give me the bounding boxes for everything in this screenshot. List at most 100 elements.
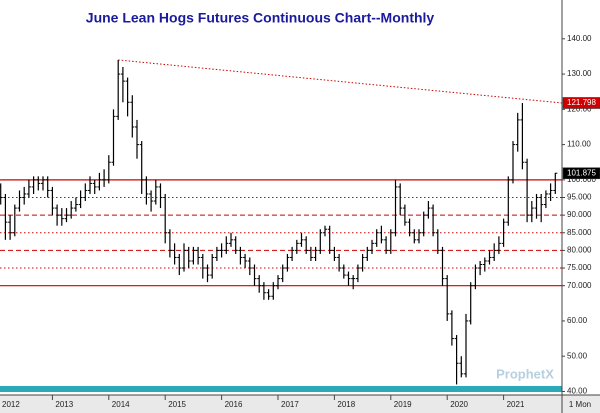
ohlc-bar [384,236,389,254]
y-tick-label: 95.000 [567,193,592,202]
ohlc-bar [59,208,64,226]
ohlc-bar [407,218,412,237]
ohlc-bar [55,204,60,226]
x-tick-label: 2018 [337,400,355,409]
ohlc-bar [88,176,92,194]
ohlc-bar [332,246,337,261]
ohlc-bar [12,204,17,237]
x-axis-band [0,395,600,413]
y-tick-label: 75.000 [567,263,592,272]
y-tick-label: 100.000 [567,175,596,184]
ohlc-bar [360,253,365,272]
ohlc-bar [318,229,323,254]
ohlc-bar [327,225,332,254]
ohlc-bar [543,190,548,209]
y-tick-label: 120.00 [567,104,592,113]
ohlc-bar [186,246,191,269]
ohlc-bar [355,264,360,283]
ohlc-bar [50,186,55,216]
x-tick-label: 2013 [55,400,73,409]
ohlc-bar [31,176,36,194]
ohlc-bar [501,218,506,247]
ohlc-bar [370,239,374,254]
trendline-label: 121.798 [567,98,596,107]
ohlc-bar [247,257,252,276]
ohlc-bar [534,193,539,219]
ohlc-bar [459,356,464,378]
ohlc-bar [388,229,393,254]
ohlc-bar [139,141,144,194]
interval-label: 1 Mon [569,400,591,409]
ohlc-bar [17,190,22,212]
ohlc-bar [478,260,483,276]
ohlc-bar [440,246,445,286]
ohlc-bar [341,264,346,279]
ohlc-bar [243,253,248,269]
ohlc-bar [69,201,74,219]
ohlc-bar [506,176,511,226]
ohlc-bar [525,158,530,223]
ohlc-bar [130,95,135,138]
ohlc-bar [191,246,196,265]
ohlc-bar [454,335,459,385]
ohlc-bar [449,310,454,346]
ohlc-bar [412,229,417,244]
ohlc-bar [374,229,379,247]
chart-title: June Lean Hogs Futures Continuous Chart-… [86,10,435,26]
ohlc-bar [153,179,158,205]
ohlc-bar [548,183,553,202]
ohlc-bar [229,232,233,247]
ohlc-bar [337,253,342,272]
ohlc-bar [111,109,116,166]
ohlc-bar [182,243,186,272]
y-tick-label: 85.000 [567,228,592,237]
x-tick-label: 2017 [281,400,299,409]
ohlc-bar [83,183,88,202]
ohlc-bar [529,201,534,223]
ohlc-bar [238,246,243,265]
ohlc-bar [398,183,403,216]
y-tick-label: 140.00 [567,34,592,43]
y-tick-label: 80.000 [567,246,592,255]
ohlc-bar [346,271,351,286]
ohlc-bar [125,77,130,117]
y-tick-label: 70.000 [567,281,592,290]
ohlc-bar [379,225,384,244]
x-tick-label: 2019 [394,400,412,409]
trendline [118,59,563,104]
ohlc-bar [426,201,431,219]
ohlc-bar [97,172,102,191]
ohlc-bar [26,179,31,198]
y-tick-label: 90.000 [567,210,592,219]
ohlc-bar [323,225,327,237]
ohlc-bar [252,264,257,286]
ohlc-bar [276,275,280,290]
ohlc-bar [299,232,304,247]
watermark: ProphetX [496,366,554,381]
ohlc-bar [313,246,318,261]
ohlc-bar [64,208,69,223]
ohlc-bar [482,257,487,272]
x-tick-label: 2020 [450,400,468,409]
ohlc-bar [167,229,172,258]
ohlc-bar [445,275,450,321]
x-tick-label: 2014 [112,400,130,409]
ohlc-bar [520,102,525,170]
ohlc-bar [492,243,497,261]
ohlc-bar [431,204,436,237]
ohlc-bar [78,190,83,209]
ohlc-bar [290,246,295,261]
ohlc-bar [421,211,426,237]
ohlc-bar [177,253,182,276]
ohlc-bar [271,282,276,300]
ohlc-bar [102,169,107,187]
ohlc-bar [365,246,370,261]
ohlc-bar [36,176,41,191]
ohlc-bar [163,193,168,244]
ohlc-bar [402,204,407,226]
ohlc-bar [196,246,201,265]
y-tick-label: 130.00 [567,69,592,78]
ohlc-bar [496,236,501,254]
ohlc-bar [473,264,478,290]
